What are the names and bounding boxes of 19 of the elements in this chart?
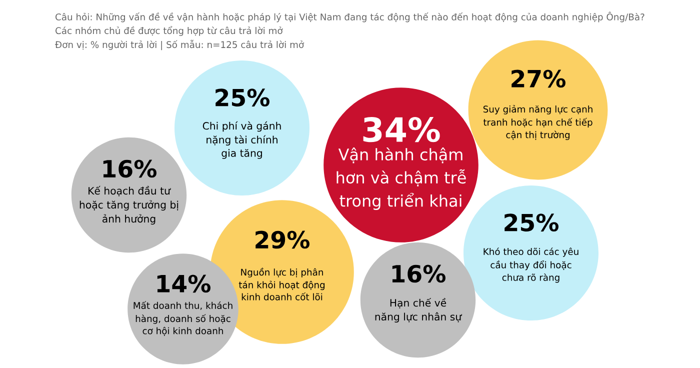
- category-label: Nguồn lực bị phân tán khỏi hoạt động kinh doanh cốt lõi: [238, 268, 325, 300]
- category-label: Chi phí và gánh nặng tài chính gia tăng: [202, 121, 281, 159]
- data-label: 25%: [504, 214, 559, 232]
- data-label: 16%: [103, 160, 157, 178]
- data-label: 16%: [392, 264, 446, 283]
- category-label: Suy giảm năng lực cạnh tranh hoặc hạn chế tiếp cận thị trường: [483, 105, 592, 140]
- data-label: 29%: [256, 230, 310, 249]
- data-label: 34%: [363, 116, 440, 142]
- category-label: Vận hành chậm hơn và chậm trễ trong triển khai: [336, 148, 466, 210]
- category-label: Khó theo dõi các yêu cầu thay đổi hoặc chưa rõ ràng: [484, 248, 578, 283]
- text: Đơn vị: % người trả lời | Số mẫu: n=125 câu trả lời mở: [55, 40, 304, 50]
- data-label: 25%: [216, 88, 270, 106]
- data-label: 14%: [157, 274, 211, 293]
- text: Câu hỏi: Những vấn đề về vận hành hoặc pháp lý tại Việt Nam đang tác động thế nào đến hoạt động của doanh nghiệp Ông/Bà?: [56, 12, 644, 22]
- text: Các nhóm chủ đề được tổng hợp từ câu trả lời mở: [56, 26, 283, 36]
- category-label: Kế hoạch đầu tư hoặc tăng trưởng bị ảnh hưởng: [80, 186, 178, 225]
- data-label: 27%: [512, 70, 566, 88]
- category-label: Hạn chế về năng lực nhân sự: [375, 298, 462, 323]
- category-label: Mất doanh thu, khách hàng, doanh số hoặc cơ hội kinh doanh: [134, 301, 232, 336]
